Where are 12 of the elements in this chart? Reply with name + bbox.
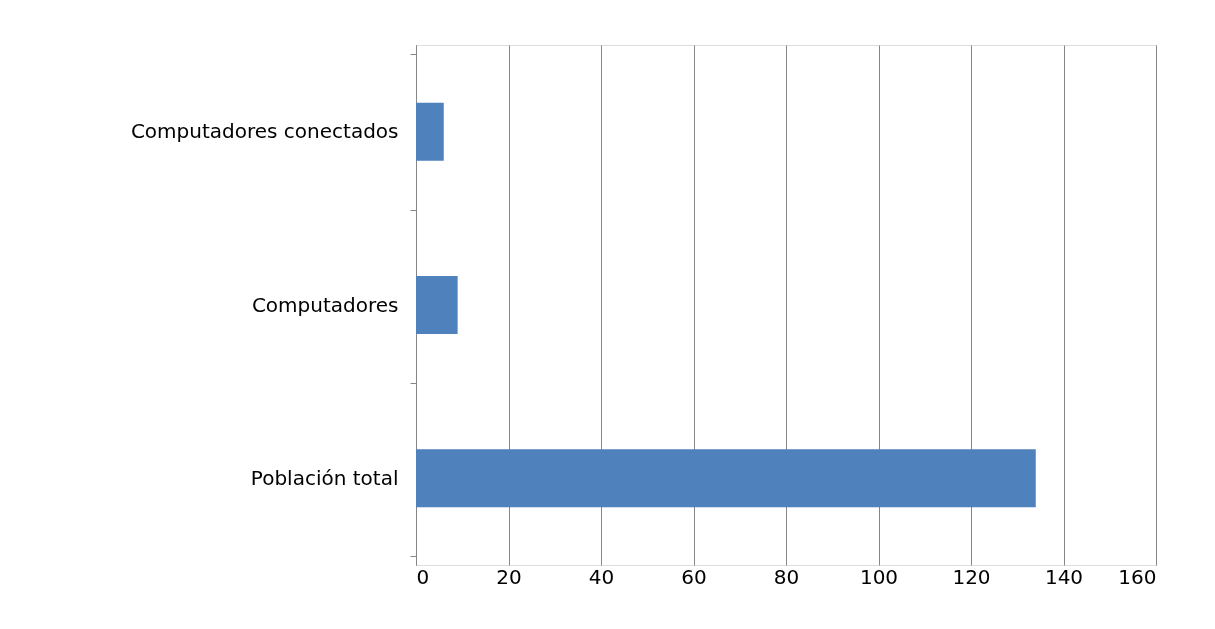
x-tick-label: 60 (681, 564, 707, 589)
x-tick-label: 140 (1044, 564, 1084, 589)
x-tick-label: 0 (416, 564, 430, 589)
y-tick-label: Computadores conectados (130, 119, 399, 144)
x-tick-label: 40 (588, 564, 615, 589)
x-tick-label: 100 (859, 564, 899, 589)
y-tick-label: Computadores (251, 292, 399, 317)
y-tick-label: Población total (250, 465, 399, 490)
x-tick-label: 120 (952, 564, 991, 589)
x-tick-label: 160 (1118, 564, 1157, 589)
x-tick-label: 80 (773, 564, 800, 589)
x-tick-label: 20 (496, 564, 522, 589)
